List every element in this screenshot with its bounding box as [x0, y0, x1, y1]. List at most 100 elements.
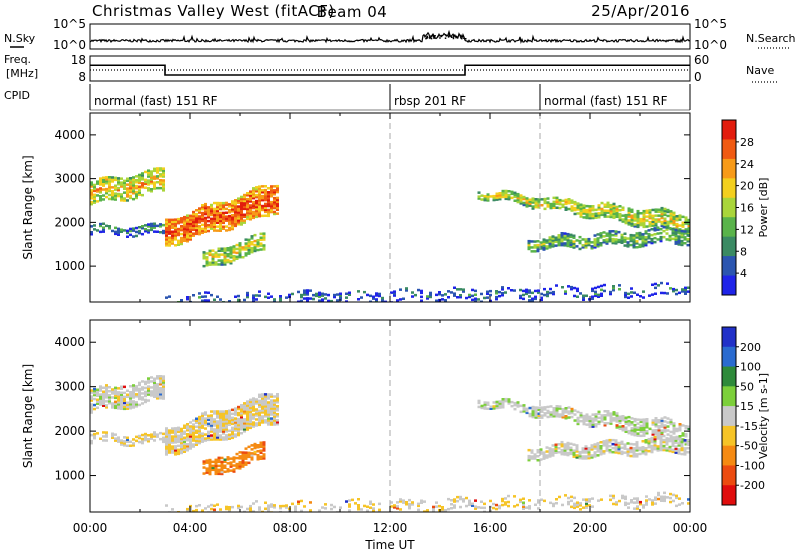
- power-cell: [657, 208, 661, 211]
- power-cell: [504, 193, 508, 197]
- velocity-cell: [189, 439, 192, 442]
- velocity-cell: [96, 432, 99, 435]
- power-cell: [525, 288, 528, 292]
- power-cell: [543, 199, 547, 203]
- velocity-cell: [180, 429, 183, 433]
- power-cell: [273, 193, 276, 196]
- velocity-cell: [537, 507, 540, 510]
- y-tick-label: 1000: [54, 259, 85, 273]
- power-cell: [102, 180, 105, 183]
- power-cell: [90, 225, 93, 228]
- nsearch-label: N.Search: [746, 32, 796, 45]
- velocity-cell: [501, 503, 504, 507]
- power-cell: [105, 178, 108, 181]
- power-cell: [548, 246, 552, 249]
- power-cell: [147, 173, 150, 176]
- velocity-cell: [624, 503, 627, 507]
- power-cell: [363, 290, 366, 294]
- velocity-cell: [258, 405, 261, 409]
- velocity-cell: [671, 442, 675, 446]
- velocity-cell: [567, 406, 571, 409]
- power-cell: [581, 246, 585, 249]
- velocity-cell: [168, 431, 171, 434]
- velocity-cell: [198, 437, 201, 441]
- velocity-cell: [585, 500, 588, 503]
- velocity-cell: [228, 510, 231, 512]
- power-cell: [578, 235, 582, 239]
- power-cell: [537, 206, 541, 209]
- velocity-cell: [563, 447, 567, 450]
- power-cell: [375, 300, 378, 302]
- velocity-cell: [579, 504, 582, 507]
- velocity-cell: [591, 497, 594, 500]
- velocity-cell: [168, 441, 171, 444]
- velocity-cell: [126, 403, 129, 406]
- velocity-cell: [123, 436, 126, 439]
- power-cell: [608, 237, 612, 241]
- power-cell: [204, 299, 207, 302]
- power-cell: [255, 207, 258, 211]
- power-cell: [195, 216, 198, 220]
- nsearch-dot: [465, 37, 467, 40]
- velocity-cell: [635, 455, 639, 458]
- colorbar-title: Power [dB]: [757, 178, 770, 238]
- velocity-cell: [150, 390, 153, 393]
- velocity-cell: [247, 453, 251, 457]
- power-cell: [222, 201, 225, 205]
- power-cell: [108, 183, 111, 187]
- power-cell: [567, 207, 571, 211]
- velocity-cell: [174, 453, 177, 456]
- velocity-cell: [611, 450, 615, 454]
- velocity-cell: [177, 430, 180, 434]
- velocity-cell: [220, 456, 224, 460]
- velocity-cell: [135, 405, 138, 408]
- power-cell: [681, 288, 684, 291]
- colorbar-tick-label: 28: [740, 136, 754, 149]
- velocity-cell: [684, 427, 688, 430]
- velocity-cell: [453, 504, 456, 507]
- velocity-cell: [597, 420, 601, 424]
- power-cell: [611, 230, 615, 233]
- velocity-cell: [210, 430, 213, 433]
- power-cell: [183, 223, 186, 227]
- velocity-cell: [587, 456, 591, 460]
- power-cell: [177, 305, 180, 308]
- power-cell: [555, 206, 559, 209]
- power-cell: [123, 179, 126, 183]
- velocity-cell: [591, 413, 595, 416]
- velocity-cell: [657, 421, 661, 424]
- power-cell: [238, 242, 242, 245]
- power-cell: [609, 215, 613, 219]
- velocity-cell: [264, 403, 267, 406]
- velocity-cell: [228, 423, 231, 426]
- power-cell: [612, 208, 616, 212]
- velocity-cell: [549, 405, 553, 408]
- velocity-cell: [660, 497, 663, 500]
- velocity-cell: [213, 436, 216, 439]
- power-cell: [138, 173, 141, 177]
- power-cell: [639, 295, 642, 298]
- power-cell: [666, 220, 670, 224]
- velocity-cell: [585, 423, 589, 426]
- power-cell: [150, 224, 153, 228]
- power-cell: [276, 184, 279, 188]
- power-cell: [240, 209, 243, 212]
- power-cell: [240, 195, 243, 199]
- power-cell: [593, 234, 597, 237]
- velocity-cell: [93, 387, 96, 391]
- power-cell: [267, 210, 270, 214]
- velocity-cell: [111, 404, 114, 407]
- power-cell: [648, 209, 652, 212]
- velocity-cell: [432, 507, 435, 511]
- power-cell: [177, 217, 180, 221]
- velocity-cell: [626, 448, 630, 451]
- power-cell: [530, 250, 534, 253]
- power-cell: [381, 300, 384, 302]
- power-cell: [642, 213, 646, 217]
- velocity-cell: [162, 381, 165, 384]
- power-cell: [630, 220, 634, 223]
- power-cell: [681, 225, 685, 228]
- power-cell: [225, 215, 228, 218]
- power-cell: [306, 299, 309, 302]
- power-cell: [114, 194, 117, 197]
